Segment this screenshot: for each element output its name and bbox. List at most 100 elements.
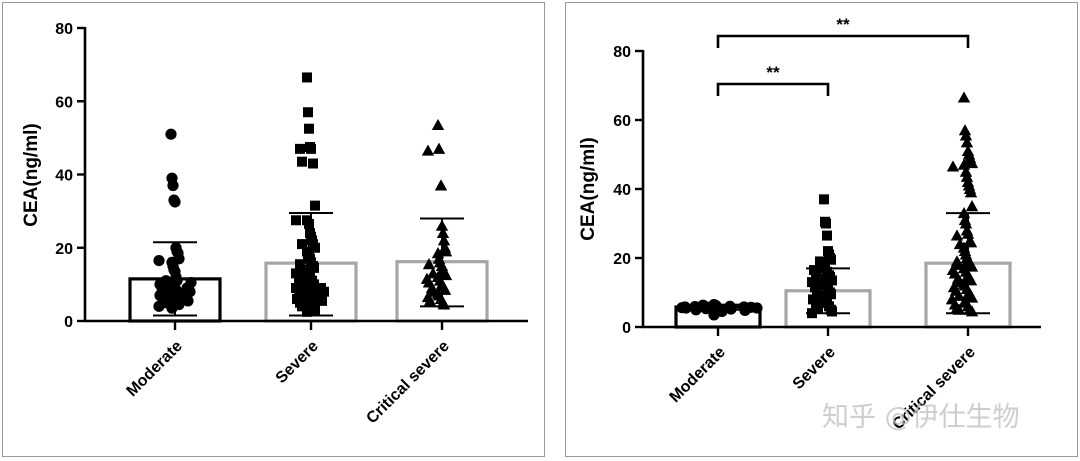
data-point xyxy=(960,170,974,182)
data-point xyxy=(952,303,966,315)
data-point xyxy=(167,179,179,192)
y-tick-label: 0 xyxy=(622,320,631,337)
data-point xyxy=(304,218,314,229)
data-point xyxy=(302,306,312,317)
data-point xyxy=(821,218,831,229)
data-point xyxy=(959,217,973,229)
data-point xyxy=(965,156,979,169)
data-point xyxy=(306,143,316,154)
data-point xyxy=(827,275,837,286)
y-tick-label: 40 xyxy=(55,168,73,185)
data-point xyxy=(959,129,973,141)
y-axis-label: CEA(ng/ml) xyxy=(21,123,42,226)
chart-panel-left: CEA(ng/ml) Moderate Severe Critical severe 0… xyxy=(2,2,545,457)
data-point xyxy=(822,230,832,241)
significance-bracket xyxy=(716,34,970,48)
data-point xyxy=(319,286,329,297)
data-point xyxy=(950,229,964,241)
data-point xyxy=(308,299,318,310)
data-point xyxy=(812,285,822,296)
x-tick-label: Critical severe xyxy=(363,338,452,427)
data-point xyxy=(819,194,829,205)
data-point xyxy=(680,302,692,314)
data-point xyxy=(826,289,836,300)
data-point xyxy=(957,158,971,170)
group-moderate xyxy=(128,128,222,323)
data-point xyxy=(946,160,960,172)
data-point xyxy=(700,303,712,315)
data-point xyxy=(739,304,751,317)
data-point xyxy=(708,309,720,321)
data-point xyxy=(295,259,305,270)
data-point xyxy=(958,124,972,136)
data-point xyxy=(964,186,978,198)
data-point xyxy=(813,303,823,314)
group-critical-severe xyxy=(395,118,489,323)
data-point xyxy=(434,179,448,191)
data-point xyxy=(826,254,836,265)
y-axis-label: CEA(ng/ml) xyxy=(578,137,599,240)
data-point xyxy=(432,142,446,154)
y-tick-label: 80 xyxy=(613,44,631,61)
group-critical-severe xyxy=(924,91,1012,329)
data-point xyxy=(309,279,319,290)
data-point xyxy=(308,158,318,169)
data-point xyxy=(959,165,973,177)
data-point xyxy=(169,196,181,208)
data-point xyxy=(423,294,437,306)
data-point xyxy=(302,72,312,83)
data-point xyxy=(952,289,966,301)
data-point xyxy=(814,273,824,284)
y-tick-label: 0 xyxy=(64,314,73,331)
y-tick-label: 60 xyxy=(55,94,73,111)
y-tick-label: 40 xyxy=(613,182,631,199)
data-point xyxy=(304,123,314,134)
data-point xyxy=(811,268,821,279)
data-point xyxy=(807,277,817,288)
data-point xyxy=(310,305,320,316)
x-tick-label: Moderate xyxy=(124,338,186,400)
data-point xyxy=(957,91,971,103)
data-point xyxy=(297,239,307,250)
x-tick-label: Moderate xyxy=(667,344,729,406)
watermark-text: 知乎 @伊仕生物 xyxy=(822,402,1020,433)
chart-right: CEA(ng/ml)Moderate Severe Critical severe0… xyxy=(578,15,1041,433)
data-point xyxy=(808,294,818,305)
x-tick-label: Severe xyxy=(273,338,322,387)
significance-bracket xyxy=(716,82,830,96)
data-point xyxy=(317,295,327,306)
y-tick-label: 60 xyxy=(613,113,631,130)
significance-label: ** xyxy=(766,63,780,82)
y-tick-label: 20 xyxy=(55,241,73,258)
data-point xyxy=(295,143,305,154)
data-point xyxy=(827,306,837,317)
data-point xyxy=(437,234,451,246)
chart-left: CEA(ng/ml) Moderate Severe Critical severe 0… xyxy=(21,21,528,427)
data-point xyxy=(297,156,307,167)
data-point xyxy=(153,300,165,312)
data-point xyxy=(182,295,194,307)
data-point xyxy=(310,242,320,253)
data-point xyxy=(309,262,319,273)
data-point xyxy=(153,254,165,267)
data-point xyxy=(297,301,307,312)
group-severe xyxy=(264,72,358,323)
data-point xyxy=(421,144,435,156)
group-severe xyxy=(784,194,872,329)
data-point xyxy=(431,118,445,131)
y-tick-label: 20 xyxy=(613,251,631,268)
data-point xyxy=(751,302,763,314)
group-moderate xyxy=(674,298,763,329)
data-point xyxy=(310,200,320,211)
data-point xyxy=(965,200,979,212)
data-point xyxy=(165,128,177,140)
significance-label: ** xyxy=(836,15,850,34)
x-tick-label: Severe xyxy=(790,344,839,393)
chart-panel-right: CEA(ng/ml) Moderate Severe Critical severe 0… xyxy=(565,2,1078,457)
data-point xyxy=(291,215,301,226)
data-point xyxy=(960,136,974,148)
data-point xyxy=(422,258,436,270)
data-point xyxy=(291,268,301,279)
data-point xyxy=(303,107,313,118)
y-tick-label: 80 xyxy=(55,21,73,38)
